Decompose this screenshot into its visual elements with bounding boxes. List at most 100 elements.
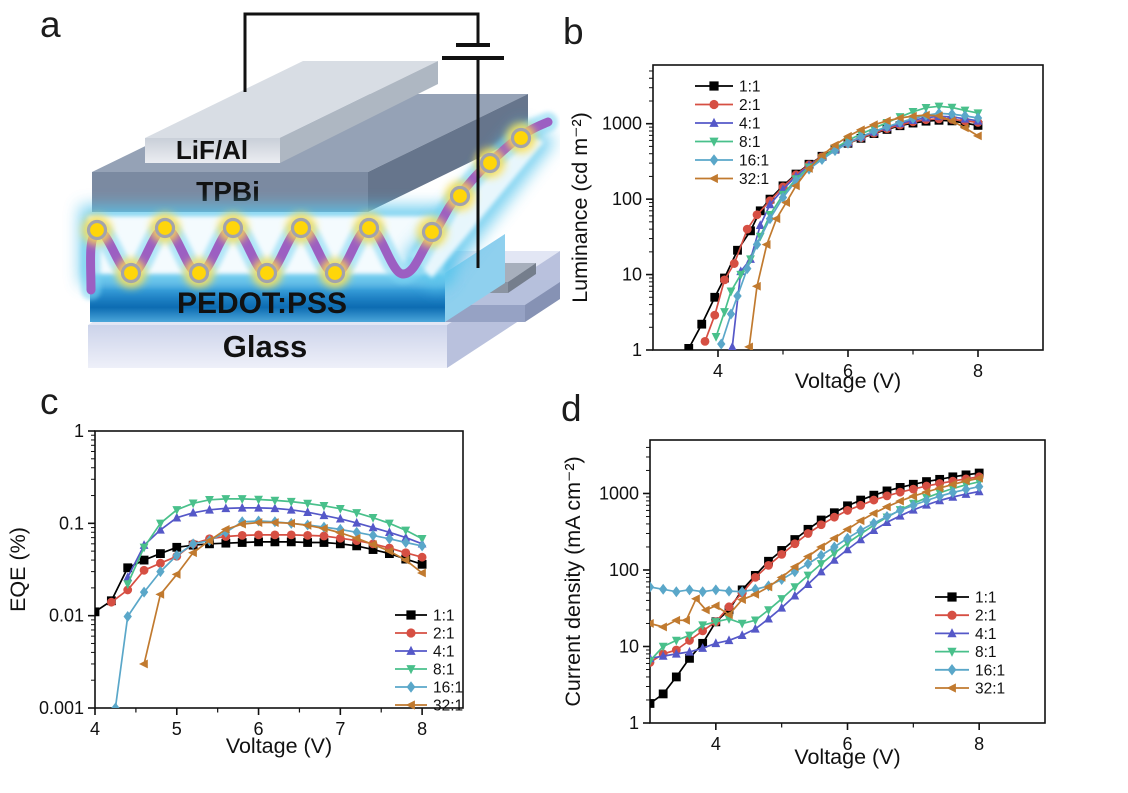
- legend-label: 1:1: [433, 608, 455, 625]
- x-tick-label: 8: [417, 719, 427, 739]
- y-tick-label: 0.01: [49, 606, 84, 626]
- device-structure-diagram: LiF/Al TPBi PEDOT:PSS Glass: [80, 12, 560, 368]
- layer-label-lif-al: LiF/Al: [176, 135, 248, 165]
- y-tick-label: 1000: [602, 114, 642, 134]
- y-tick-label: 10: [622, 265, 642, 285]
- panel-label-a: a: [40, 4, 61, 45]
- x-tick-label: 7: [335, 719, 345, 739]
- quantum-dot: [120, 262, 142, 284]
- quantum-dot: [324, 262, 346, 284]
- quantum-dot: [256, 262, 278, 284]
- quantum-dot: [188, 262, 210, 284]
- legend-label: 32:1: [739, 171, 769, 188]
- x-tick-label: 4: [713, 361, 723, 381]
- layer-label-glass: Glass: [223, 329, 307, 364]
- y-axis-label: EQE (%): [6, 527, 30, 612]
- series-16:1: [717, 107, 983, 350]
- legend-label: 8:1: [433, 662, 455, 679]
- layer-label-tpbi: TPBi: [196, 176, 260, 207]
- quantum-dots: [82, 123, 536, 288]
- wire-top: [243, 12, 480, 92]
- y-axis-label: Current density (mA cm⁻²): [561, 456, 585, 706]
- series-8:1: [123, 495, 427, 590]
- x-tick-label: 4: [711, 734, 721, 754]
- legend-label: 16:1: [433, 680, 463, 697]
- legend-entry-32:1: 32:1: [695, 171, 769, 188]
- x-tick-label: 5: [172, 719, 182, 739]
- axes-ticks: 4 5 6 7 8 0.001 0.01 0.1 1: [39, 421, 427, 739]
- series-32:1: [744, 110, 982, 350]
- legend-entry-16:1: 16:1: [935, 662, 1005, 679]
- legend-entry-8:1: 8:1: [395, 662, 455, 679]
- legend-entry-1:1: 1:1: [935, 590, 997, 607]
- layer-lif-al-slab: [145, 61, 438, 163]
- legend-entry-4:1: 4:1: [695, 116, 761, 133]
- y-tick-label: 1: [74, 421, 84, 441]
- series-area: [650, 468, 984, 708]
- x-tick-label: 6: [842, 734, 852, 754]
- legend-entry-2:1: 2:1: [395, 626, 455, 643]
- panel-label-c: c: [40, 381, 59, 422]
- y-tick-label: 100: [609, 560, 639, 580]
- y-axis-label: Luminance (cd m⁻²): [568, 112, 592, 303]
- series-32:1: [650, 473, 983, 632]
- chart-panel-c-eqe: 4 5 6 7 8 0.001 0.01 0.1 1 Voltage (V) EQE (%) 1:12…: [6, 421, 464, 758]
- legend-entry-2:1: 2:1: [935, 608, 997, 625]
- x-tick-label: 4: [90, 719, 100, 739]
- legend-label: 8:1: [975, 644, 997, 661]
- x-tick-label: 6: [843, 361, 853, 381]
- legend: 1:12:14:18:116:1 32:1: [935, 590, 1005, 698]
- x-axis-label: Voltage (V): [794, 745, 900, 769]
- axes-ticks: 4 6 8 1 10 100 1000: [599, 446, 984, 754]
- panel-label-d: d: [561, 388, 582, 429]
- legend-label: 4:1: [433, 644, 455, 661]
- legend-entry-2:1: 2:1: [695, 97, 761, 114]
- legend-entry-16:1: 16:1: [395, 680, 463, 697]
- quantum-dot: [510, 127, 532, 149]
- legend-label: 1:1: [975, 590, 997, 607]
- y-tick-label: 0.1: [59, 513, 84, 533]
- legend-entry-4:1: 4:1: [395, 644, 455, 661]
- legend-label: 32:1: [975, 681, 1005, 698]
- x-tick-label: 8: [973, 361, 983, 381]
- legend-label: 2:1: [739, 97, 761, 114]
- legend-entry-16:1: 16:1: [695, 153, 769, 170]
- quantum-dot: [154, 217, 176, 239]
- legend-label: 16:1: [739, 153, 769, 170]
- legend-label: 16:1: [975, 662, 1005, 679]
- legend-label: 1:1: [739, 79, 761, 96]
- legend-entry-4:1: 4:1: [935, 626, 997, 643]
- quantum-dot: [421, 221, 443, 243]
- series-8:1: [650, 478, 984, 666]
- legend-label: 2:1: [433, 626, 455, 643]
- x-axis-label: Voltage (V): [795, 369, 901, 393]
- panel-label-b: b: [563, 11, 584, 52]
- legend-label: 32:1: [433, 698, 463, 715]
- series-1:1: [95, 537, 427, 617]
- series-area: [95, 495, 427, 708]
- legend-entry-32:1: 32:1: [935, 681, 1005, 698]
- quantum-dot: [290, 217, 312, 239]
- quantum-dot: [358, 217, 380, 239]
- axes-ticks: 4 6 8 1 10 100 1000: [602, 70, 983, 381]
- series-4:1: [123, 502, 427, 582]
- x-tick-label: 8: [974, 734, 984, 754]
- quantum-dot: [479, 152, 501, 174]
- legend-entry-8:1: 8:1: [695, 134, 761, 151]
- layer-label-pedot: PEDOT:PSS: [177, 287, 347, 320]
- legend-entry-1:1: 1:1: [395, 608, 455, 625]
- legend-entry-8:1: 8:1: [935, 644, 997, 661]
- chart-panel-b-luminance: 4 6 8 1 10 100 1000 Voltage (V) Luminance (cd m⁻…: [568, 64, 1044, 393]
- legend: 1:12:1 4:18:1 16:132:1: [695, 79, 769, 188]
- legend-entry-32:1: 32:1: [395, 698, 463, 715]
- series-32:1: [139, 518, 426, 669]
- x-axis-label: Voltage (V): [226, 734, 332, 758]
- circuit-wiring: [243, 12, 504, 268]
- quantum-dot: [86, 219, 108, 241]
- legend-label: 8:1: [739, 134, 761, 151]
- y-tick-label: 100: [612, 189, 642, 209]
- series-1:1: [650, 468, 984, 708]
- y-tick-label: 10: [619, 636, 639, 656]
- quantum-dot: [222, 217, 244, 239]
